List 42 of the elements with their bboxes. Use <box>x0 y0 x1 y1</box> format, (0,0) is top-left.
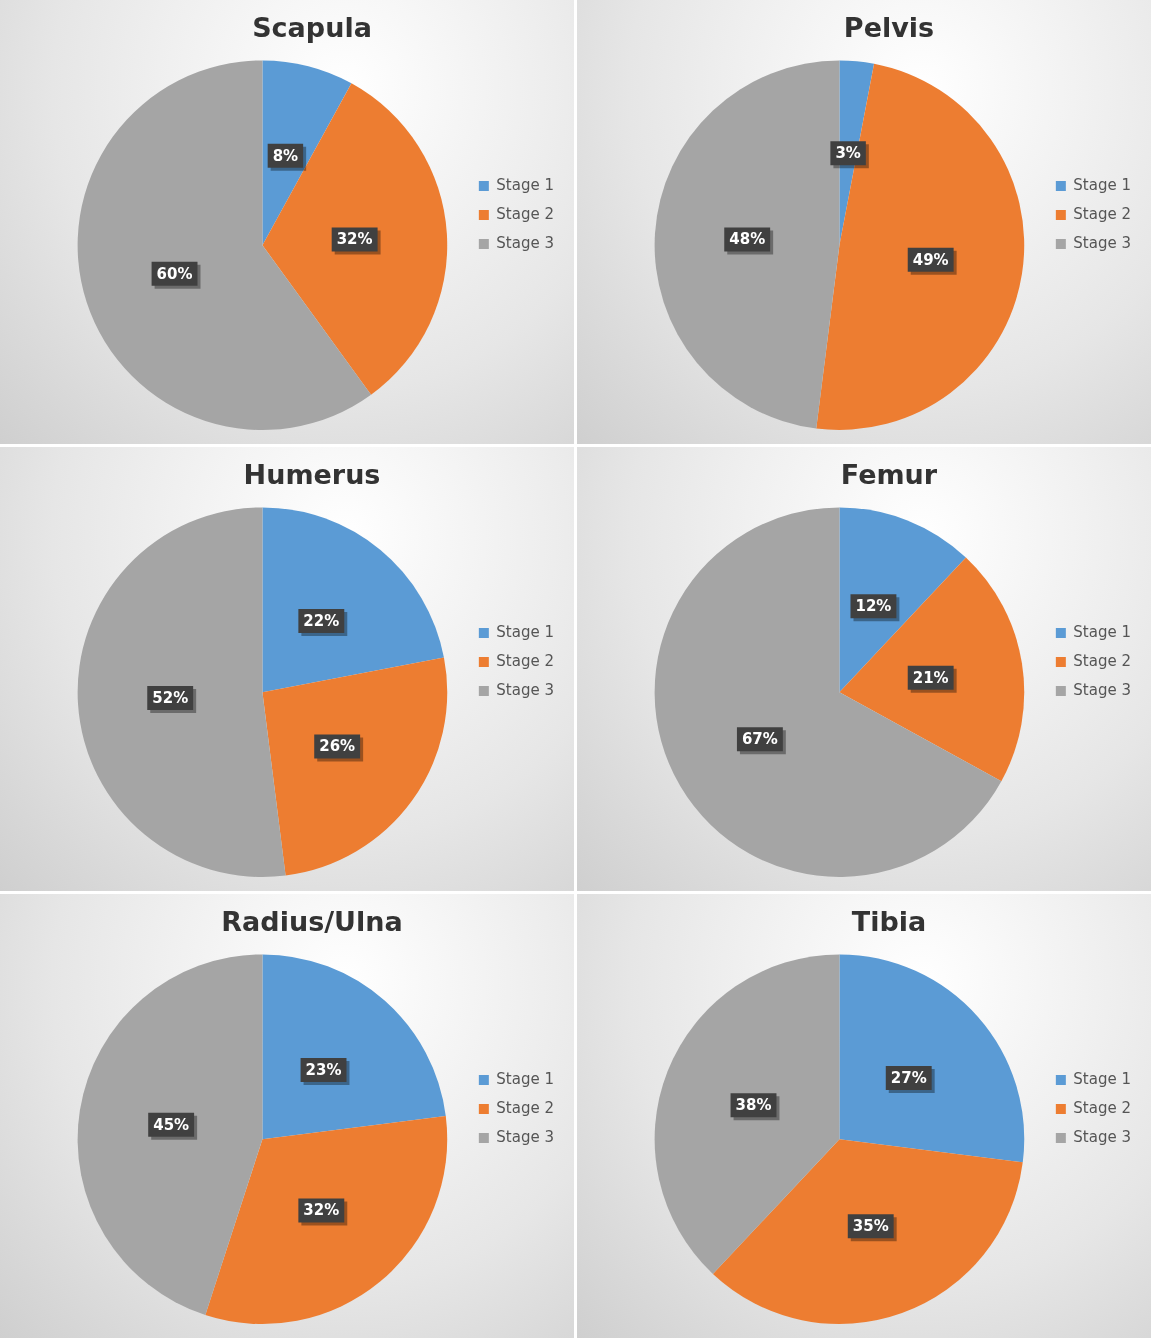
legend-label: Stage 1 <box>496 175 554 194</box>
data-label: 45% <box>153 1115 190 1134</box>
data-label: 52% <box>152 688 189 707</box>
legend-label: Stage 1 <box>496 622 554 641</box>
data-label: 23% <box>305 1060 342 1079</box>
chart-title: Radius/Ulna <box>221 906 403 938</box>
legend-label: Stage 1 <box>496 1069 554 1088</box>
legend-label: Stage 1 <box>1073 1069 1131 1088</box>
chart-title: Pelvis <box>843 12 935 44</box>
legend-label: Stage 3 <box>496 233 554 252</box>
data-label: 27% <box>890 1068 927 1087</box>
legend-label: Stage 2 <box>496 651 554 670</box>
chart-title: Scapula <box>252 12 372 44</box>
data-label: 49% <box>912 250 949 269</box>
data-label: 26% <box>319 737 356 756</box>
chart-title: Humerus <box>243 459 381 491</box>
chart-title: Femur <box>840 459 938 491</box>
legend-label: Stage 3 <box>496 680 554 699</box>
data-label: 48% <box>729 230 766 249</box>
data-label: 3% <box>835 144 861 163</box>
data-label: 32% <box>303 1201 340 1220</box>
chart-title: Tibia <box>851 906 927 938</box>
legend-label: Stage 2 <box>1073 651 1131 670</box>
legend-label: Stage 3 <box>1073 233 1131 252</box>
data-label: 38% <box>735 1096 772 1115</box>
legend-label: Stage 2 <box>496 1098 554 1117</box>
legend-label: Stage 2 <box>496 204 554 223</box>
data-label: 67% <box>741 730 778 749</box>
legend-label: Stage 1 <box>1073 622 1131 641</box>
legend-label: Stage 3 <box>1073 680 1131 699</box>
data-label: 60% <box>156 264 193 283</box>
data-label: 32% <box>336 230 373 249</box>
data-label: 8% <box>272 146 299 165</box>
legend-label: Stage 2 <box>1073 204 1131 223</box>
legend-label: Stage 3 <box>1073 1127 1131 1146</box>
legend-label: Stage 2 <box>1073 1098 1131 1117</box>
legend-label: Stage 3 <box>496 1127 554 1146</box>
data-label: 12% <box>855 597 892 616</box>
legend-label: Stage 1 <box>1073 175 1131 194</box>
data-label: 21% <box>912 668 949 687</box>
data-label: 35% <box>852 1217 889 1236</box>
data-label: 22% <box>303 611 340 630</box>
